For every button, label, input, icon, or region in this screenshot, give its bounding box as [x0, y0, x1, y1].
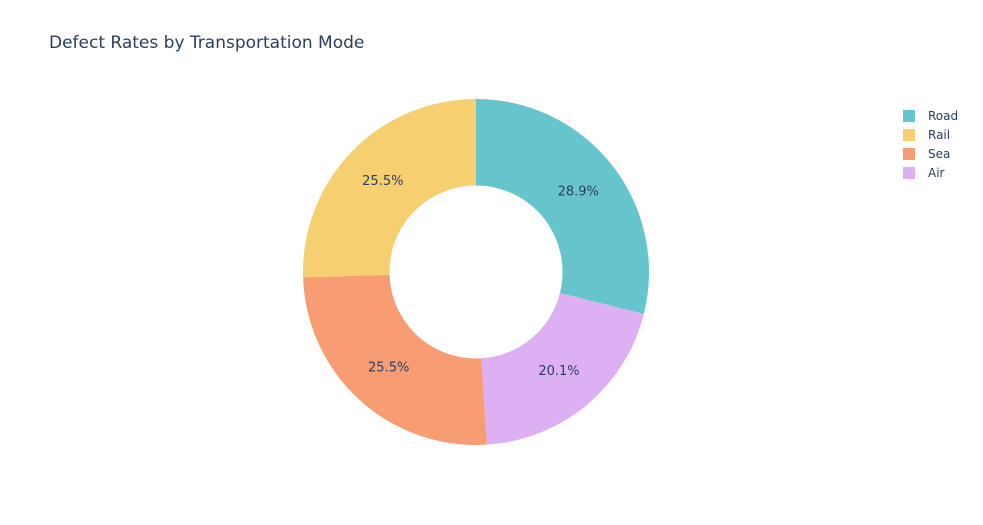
slice-label-air: 20.1%	[538, 364, 579, 379]
legend-item-rail[interactable]: Rail	[903, 125, 958, 144]
donut-slice-sea[interactable]	[303, 274, 487, 446]
slice-label-rail: 25.5%	[362, 174, 403, 189]
donut-slice-air[interactable]	[481, 292, 644, 445]
slice-label-road: 28.9%	[558, 185, 599, 200]
legend-label-road: Road	[928, 108, 959, 123]
legend-label-air: Air	[928, 165, 945, 180]
legend-item-air[interactable]: Air	[903, 163, 958, 182]
legend-swatch-road	[903, 109, 915, 122]
legend-item-road[interactable]: Road	[903, 106, 958, 125]
legend-item-sea[interactable]: Sea	[903, 144, 958, 163]
slice-label-sea: 25.5%	[368, 360, 409, 375]
chart-legend: Road Rail Sea Air	[903, 106, 958, 182]
legend-swatch-rail	[903, 128, 915, 141]
legend-swatch-sea	[903, 147, 915, 160]
chart-title: Defect Rates by Transportation Mode	[49, 33, 365, 53]
donut-slice-rail[interactable]	[303, 99, 476, 278]
legend-label-sea: Sea	[928, 146, 951, 161]
legend-label-rail: Rail	[928, 127, 951, 142]
legend-swatch-air	[903, 166, 915, 179]
donut-slice-road[interactable]	[476, 99, 650, 314]
